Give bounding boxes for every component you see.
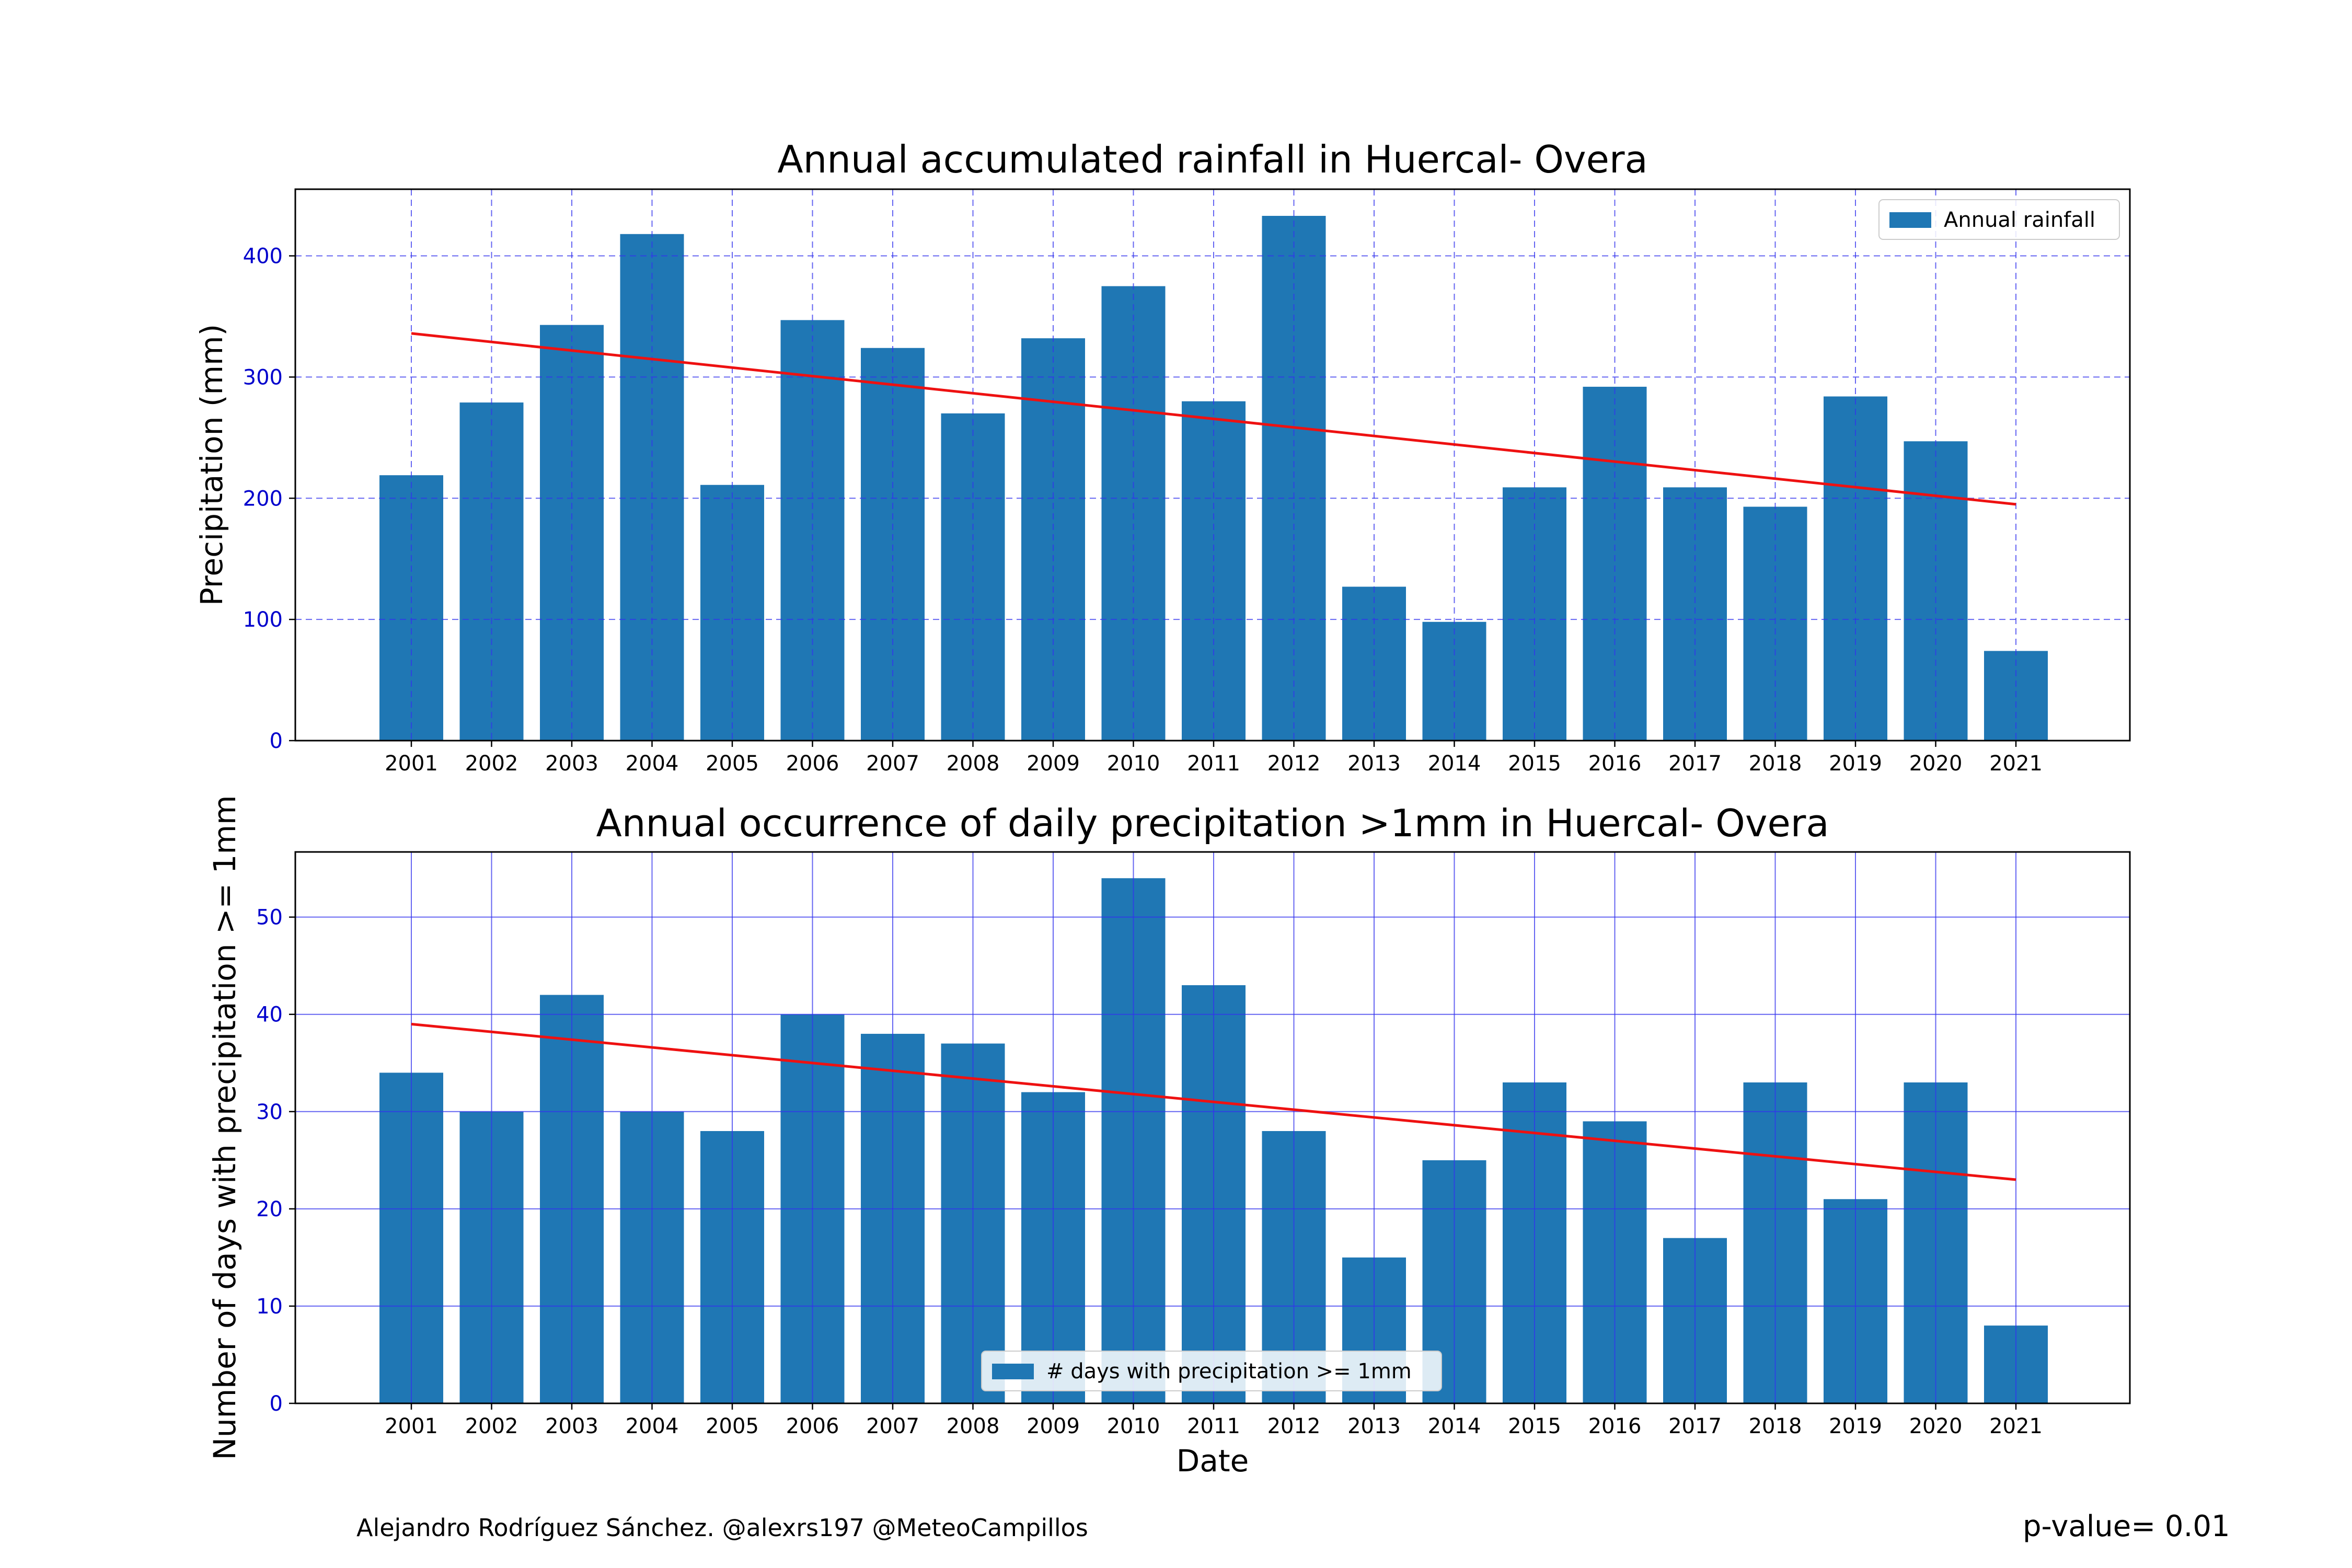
x-tick-label-2007: 2007: [866, 1414, 919, 1438]
y-tick-label-50: 50: [256, 906, 283, 930]
x-tick-label-2004: 2004: [626, 752, 679, 776]
y-tick-label-0: 0: [270, 1392, 283, 1416]
x-tick-label-2017: 2017: [1668, 1414, 1722, 1438]
x-tick-label-2002: 2002: [465, 752, 518, 776]
x-tick-label-2005: 2005: [706, 752, 759, 776]
y-tick-label-100: 100: [243, 608, 283, 632]
p-value-label: p-value= 0.01: [2023, 1509, 2230, 1543]
x-tick-label-2006: 2006: [786, 752, 839, 776]
trend-line: [411, 332, 2016, 506]
x-tick-label-2014: 2014: [1428, 1414, 1481, 1438]
y-tick-label-400: 400: [243, 245, 283, 269]
x-tick-label-2008: 2008: [947, 752, 1000, 776]
legend-label: # days with precipitation >= 1mm: [1046, 1359, 1412, 1383]
trend-line: [411, 1022, 2016, 1181]
x-tick-label-2018: 2018: [1749, 1414, 1802, 1438]
y-tick-label-30: 30: [256, 1100, 283, 1124]
x-tick-label-2001: 2001: [385, 752, 438, 776]
x-tick-label-2018: 2018: [1749, 752, 1802, 776]
x-tick-label-2013: 2013: [1347, 1414, 1401, 1438]
x-tick-label-2016: 2016: [1588, 1414, 1642, 1438]
x-tick-label-2020: 2020: [1909, 1414, 1963, 1438]
x-tick-label-2010: 2010: [1107, 752, 1160, 776]
y-tick-label-200: 200: [243, 487, 283, 511]
author-credit: Alejandro Rodríguez Sánchez. @alexrs197 …: [356, 1514, 1088, 1542]
legend-box: [981, 1351, 1442, 1391]
legend-label: Annual rainfall: [1944, 208, 2095, 232]
y-tick-label-300: 300: [243, 365, 283, 389]
plot-frame: [294, 851, 2131, 1404]
legend-swatch: [992, 1364, 1034, 1379]
legend-swatch: [1889, 212, 1931, 228]
bar-2016: [1583, 386, 1647, 741]
x-tick-label-2019: 2019: [1829, 1414, 1882, 1438]
x-tick-label-2005: 2005: [706, 1414, 759, 1438]
chart-title: Annual occurrence of daily precipitation…: [596, 801, 1829, 845]
x-tick-label-2016: 2016: [1588, 752, 1642, 776]
x-tick-label-2015: 2015: [1508, 752, 1561, 776]
x-tick-label-2014: 2014: [1428, 752, 1481, 776]
y-axis-label: Precipitation (mm): [194, 324, 229, 606]
y-tick-label-20: 20: [256, 1197, 283, 1221]
x-tick-label-2013: 2013: [1347, 752, 1401, 776]
x-tick-label-2001: 2001: [385, 1414, 438, 1438]
legend-box: [1878, 199, 2120, 240]
legend: [1878, 199, 2120, 240]
y-tick-label-10: 10: [256, 1295, 283, 1319]
y-axis-label: Number of days with precipitation >= 1mm: [207, 795, 243, 1460]
x-tick-label-2009: 2009: [1027, 752, 1080, 776]
x-tick-label-2010: 2010: [1107, 1414, 1160, 1438]
x-tick-label-2011: 2011: [1187, 752, 1240, 776]
x-tick-label-2017: 2017: [1668, 752, 1722, 776]
x-tick-label-2008: 2008: [947, 1414, 1000, 1438]
bar-2003: [540, 325, 604, 741]
x-tick-label-2021: 2021: [1989, 752, 2043, 776]
x-tick-label-2006: 2006: [786, 1414, 839, 1438]
legend: [981, 1351, 1442, 1391]
x-tick-label-2019: 2019: [1829, 752, 1882, 776]
x-tick-label-2020: 2020: [1909, 752, 1963, 776]
x-tick-label-2009: 2009: [1027, 1414, 1080, 1438]
y-tick-label-0: 0: [270, 729, 283, 753]
x-tick-label-2015: 2015: [1508, 1414, 1561, 1438]
x-tick-label-2012: 2012: [1267, 1414, 1321, 1438]
x-tick-label-2011: 2011: [1187, 1414, 1240, 1438]
chart-panel-2: [289, 851, 2131, 1410]
x-tick-label-2003: 2003: [545, 752, 598, 776]
y-tick-label-40: 40: [256, 1003, 283, 1027]
x-tick-label-2012: 2012: [1267, 752, 1321, 776]
chart-panel-1: [289, 188, 2131, 747]
chart-title: Annual accumulated rainfall in Huercal- …: [777, 137, 1647, 181]
x-tick-label-2003: 2003: [545, 1414, 598, 1438]
plot-frame: [294, 188, 2131, 742]
x-tick-label-2004: 2004: [626, 1414, 679, 1438]
x-tick-label-2007: 2007: [866, 752, 919, 776]
x-tick-label-2002: 2002: [465, 1414, 518, 1438]
x-axis-label: Date: [1177, 1443, 1249, 1479]
x-tick-label-2021: 2021: [1989, 1414, 2043, 1438]
